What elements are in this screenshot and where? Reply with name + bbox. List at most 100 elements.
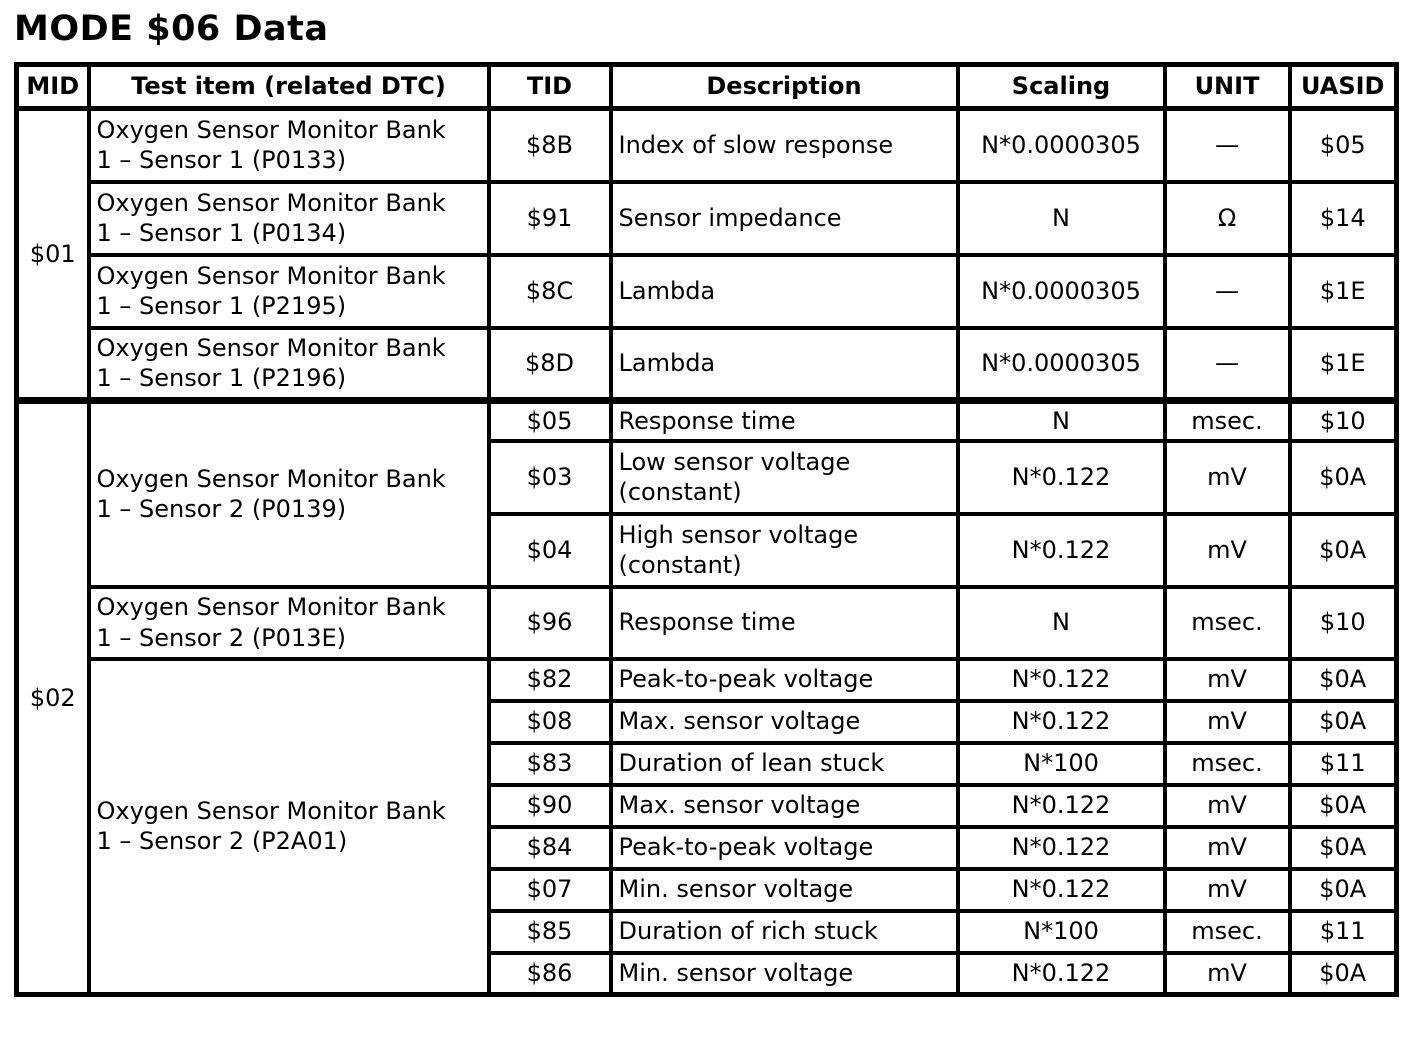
uasid-cell: $0A	[1287, 656, 1399, 703]
table-row: $07 Min. sensor voltage N*0.122 mV $0A	[17, 866, 1399, 913]
tid-cell: $82	[486, 656, 613, 703]
table-row: $84 Peak-to-peak voltage N*0.122 mV $0A	[17, 824, 1399, 871]
description-cell: Lambda	[608, 252, 960, 330]
description-cell: Index of slow response	[608, 106, 960, 184]
column-header-scaling: Scaling	[955, 62, 1167, 111]
unit-cell: —	[1162, 106, 1292, 184]
description-cell: Min. sensor voltage	[608, 950, 960, 997]
table-row: $83 Duration of lean stuck N*100 msec. $11	[17, 740, 1399, 787]
scaling-cell: N*0.0000305	[955, 325, 1167, 403]
scaling-cell: N*0.122	[955, 656, 1167, 703]
unit-cell: mV	[1162, 866, 1292, 913]
tid-cell: $04	[486, 511, 613, 589]
uasid-cell: $05	[1287, 106, 1399, 184]
table-row: $02 Oxygen Sensor Monitor Bank 1 – Sensor…	[14, 397, 1399, 997]
tid-cell: $8C	[486, 252, 613, 330]
scaling-cell: N*0.122	[955, 950, 1167, 997]
tid-cell: $03	[486, 438, 613, 516]
scaling-cell: N*0.0000305	[955, 106, 1167, 184]
description-cell: Response time	[608, 584, 960, 661]
unit-cell: Ω	[1162, 179, 1292, 257]
column-header-unit: UNIT	[1162, 62, 1292, 111]
description-cell: Max. sensor voltage	[608, 698, 960, 745]
scaling-cell: N*0.0000305	[955, 252, 1167, 330]
column-header-description: Description	[608, 62, 960, 111]
table-row: Oxygen Sensor Monitor Bank 1 – Sensor 1 …	[17, 179, 1399, 257]
test-item-cell: Oxygen Sensor Monitor Bank 1 – Sensor 1 …	[86, 252, 491, 330]
tid-cell: $08	[486, 698, 613, 745]
test-item-cell: Oxygen Sensor Monitor Bank 1 – Sensor 2 …	[86, 584, 491, 661]
page-title: MODE $06 Data	[14, 9, 329, 49]
column-header-tid: TID	[486, 62, 613, 111]
uasid-cell: $0A	[1287, 824, 1399, 871]
tid-cell: $8D	[486, 325, 613, 403]
test-item-cell: Oxygen Sensor Monitor Bank 1 – Sensor 1 …	[86, 106, 491, 184]
description-cell: Sensor impedance	[608, 179, 960, 257]
description-cell: Low sensor voltage (constant)	[608, 438, 960, 516]
uasid-cell: $14	[1287, 179, 1399, 257]
tid-cell: $85	[486, 908, 613, 955]
description-cell: Max. sensor voltage	[608, 782, 960, 829]
mid-cell: $01	[14, 106, 91, 403]
scaling-cell: N*0.122	[955, 511, 1167, 589]
unit-cell: mV	[1162, 698, 1292, 745]
scaling-cell: N*0.122	[955, 824, 1167, 871]
unit-cell: —	[1162, 325, 1292, 403]
uasid-cell: $10	[1287, 397, 1399, 443]
table-row: $85 Duration of rich stuck N*100 msec. $11	[17, 908, 1399, 955]
unit-cell: mV	[1162, 656, 1292, 703]
description-cell: Duration of lean stuck	[608, 740, 960, 787]
unit-cell: msec.	[1162, 908, 1292, 955]
unit-cell: msec.	[1162, 584, 1292, 661]
uasid-cell: $0A	[1287, 511, 1399, 589]
tid-cell: $07	[486, 866, 613, 913]
tid-cell: $83	[486, 740, 613, 787]
table-row: $04 High sensor voltage (constant) N*0.122…	[17, 511, 1399, 589]
test-item-cell: Oxygen Sensor Monitor Bank 1 – Sensor 1 …	[86, 325, 491, 403]
unit-cell: msec.	[1162, 740, 1292, 787]
unit-cell: mV	[1162, 438, 1292, 516]
scaling-cell: N*0.122	[955, 438, 1167, 516]
uasid-cell: $0A	[1287, 950, 1399, 997]
description-cell: Response time	[608, 397, 960, 443]
description-cell: Lambda	[608, 325, 960, 403]
uasid-cell: $0A	[1287, 782, 1399, 829]
description-cell: Min. sensor voltage	[608, 866, 960, 913]
uasid-cell: $11	[1287, 740, 1399, 787]
description-cell: Duration of rich stuck	[608, 908, 960, 955]
description-cell: Peak-to-peak voltage	[608, 824, 960, 871]
uasid-cell: $0A	[1287, 698, 1399, 745]
tid-cell: $8B	[486, 106, 613, 184]
table-row: $01 Oxygen Sensor Monitor Bank 1 – Sensor…	[14, 106, 1399, 403]
unit-cell: mV	[1162, 511, 1292, 589]
table-row: Oxygen Sensor Monitor Bank 1 – Sensor 1 …	[17, 252, 1399, 330]
uasid-cell: $1E	[1287, 252, 1399, 330]
scaling-cell: N	[955, 584, 1167, 661]
test-item-cell: Oxygen Sensor Monitor Bank 1 – Sensor 2 …	[86, 397, 491, 589]
uasid-cell: $0A	[1287, 438, 1399, 516]
table-header-row: MID Test item (related DTC) TID Descript…	[14, 62, 1399, 111]
table-row: $08 Max. sensor voltage N*0.122 mV $0A	[17, 698, 1399, 745]
tid-cell: $91	[486, 179, 613, 257]
table-row: $86 Min. sensor voltage N*0.122 mV $0A	[17, 950, 1399, 997]
mid-cell: $02	[14, 397, 91, 997]
column-header-mid: MID	[14, 62, 91, 111]
column-header-uasid: UASID	[1287, 62, 1399, 111]
uasid-cell: $0A	[1287, 866, 1399, 913]
table-row: $03 Low sensor voltage (constant) N*0.122 m…	[17, 438, 1399, 516]
table-row: Oxygen Sensor Monitor Bank 1 – Sensor 1 …	[17, 325, 1399, 403]
tid-cell: $05	[486, 397, 613, 443]
scaling-cell: N	[955, 179, 1167, 257]
scaling-cell: N*100	[955, 908, 1167, 955]
column-header-test-item: Test item (related DTC)	[86, 62, 491, 111]
tid-cell: $86	[486, 950, 613, 997]
mode06-table-body: $01 Oxygen Sensor Monitor Bank 1 – Sensor…	[14, 106, 1399, 997]
unit-cell: mV	[1162, 824, 1292, 871]
mode06-data-table: MID Test item (related DTC) TID Descript…	[14, 62, 1399, 997]
test-item-cell: Oxygen Sensor Monitor Bank 1 – Sensor 1 …	[86, 179, 491, 257]
uasid-cell: $11	[1287, 908, 1399, 955]
test-item-cell: Oxygen Sensor Monitor Bank 1 – Sensor 2 …	[86, 656, 491, 997]
tid-cell: $90	[486, 782, 613, 829]
scaling-cell: N*0.122	[955, 866, 1167, 913]
